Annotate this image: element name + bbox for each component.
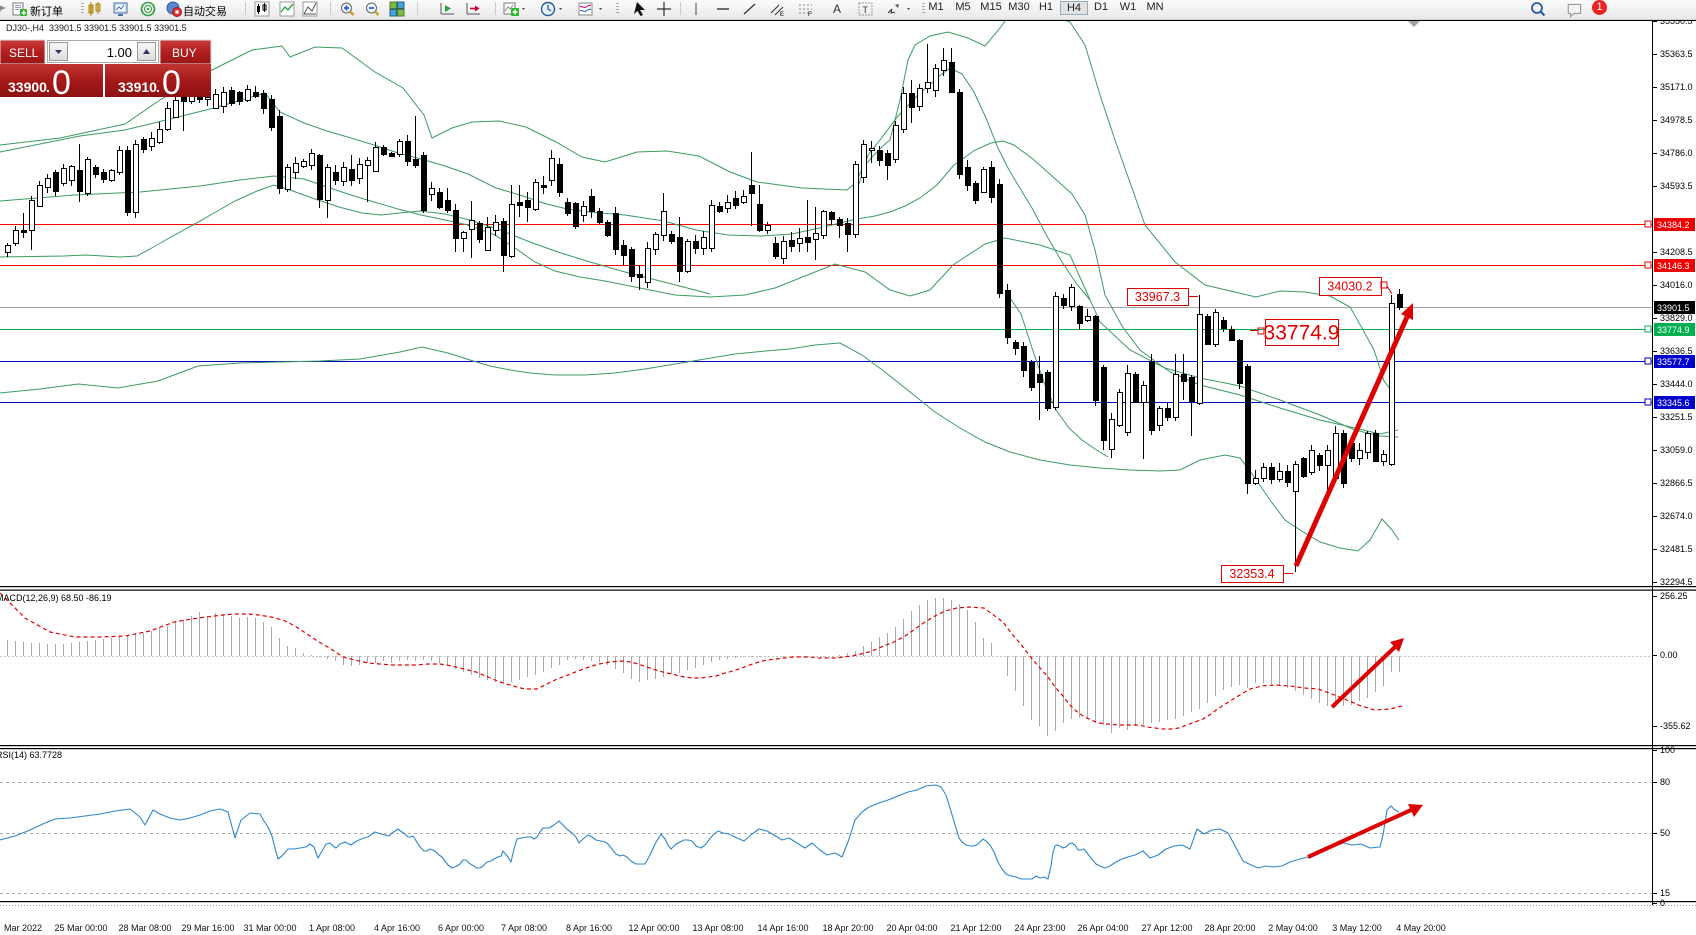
- svg-text:33774.9: 33774.9: [1264, 322, 1340, 345]
- svg-text:0: 0: [1660, 898, 1665, 908]
- svg-text:15: 15: [1660, 888, 1670, 898]
- svg-text:34016.0: 34016.0: [1660, 280, 1693, 290]
- svg-text:.: .: [156, 79, 160, 95]
- svg-text:1.00: 1.00: [107, 45, 132, 60]
- svg-text:0: 0: [52, 64, 71, 102]
- svg-text:MACD(12,26,9) 68.50 -86.19: MACD(12,26,9) 68.50 -86.19: [0, 593, 112, 603]
- svg-text:4 Apr 16:00: 4 Apr 16:00: [374, 923, 420, 933]
- svg-text:RSI(14) 63.7728: RSI(14) 63.7728: [0, 750, 62, 760]
- svg-text:25 Mar 00:00: 25 Mar 00:00: [54, 923, 107, 933]
- svg-text:8 Apr 16:00: 8 Apr 16:00: [566, 923, 612, 933]
- svg-text:20 Apr 04:00: 20 Apr 04:00: [886, 923, 937, 933]
- svg-text:24 Apr 23:00: 24 Apr 23:00: [1014, 923, 1065, 933]
- svg-text:0.00: 0.00: [1660, 650, 1678, 660]
- svg-text:33901.5: 33901.5: [1657, 303, 1690, 313]
- svg-text:33444.0: 33444.0: [1660, 379, 1693, 389]
- svg-text:256.25: 256.25: [1660, 591, 1688, 601]
- svg-text:34593.5: 34593.5: [1660, 181, 1693, 191]
- svg-text:14 Apr 16:00: 14 Apr 16:00: [757, 923, 808, 933]
- svg-text:34208.5: 34208.5: [1660, 247, 1693, 257]
- svg-text:33967.3: 33967.3: [1135, 290, 1180, 304]
- svg-text:T: T: [863, 5, 869, 15]
- svg-text:29 Mar 16:00: 29 Mar 16:00: [181, 923, 234, 933]
- svg-text:1 Apr 08:00: 1 Apr 08:00: [309, 923, 355, 933]
- svg-text:100: 100: [1660, 745, 1675, 755]
- svg-text:F: F: [808, 12, 812, 17]
- svg-text:33910: 33910: [118, 79, 157, 95]
- svg-text:33636.5: 33636.5: [1660, 346, 1693, 356]
- svg-text:32481.5: 32481.5: [1660, 544, 1693, 554]
- svg-text:34030.2: 34030.2: [1327, 280, 1372, 294]
- svg-text:33251.5: 33251.5: [1660, 412, 1693, 422]
- svg-text:-355.62: -355.62: [1660, 721, 1691, 731]
- svg-text:BUY: BUY: [172, 46, 197, 60]
- svg-text:34978.5: 34978.5: [1660, 115, 1693, 125]
- svg-text:33345.6: 33345.6: [1657, 398, 1690, 408]
- svg-text:33900: 33900: [8, 79, 47, 95]
- svg-text:33774.9: 33774.9: [1657, 325, 1690, 335]
- svg-text:DJ30-,H4 33901.5 33901.5 3390: DJ30-,H4 33901.5 33901.5 33901.5 33901.5: [6, 23, 187, 33]
- svg-text:34384.2: 34384.2: [1657, 220, 1690, 230]
- svg-text:32866.5: 32866.5: [1660, 478, 1693, 488]
- svg-text:0: 0: [162, 64, 181, 102]
- svg-text:4 May 20:00: 4 May 20:00: [1396, 923, 1446, 933]
- svg-text:13 Apr 08:00: 13 Apr 08:00: [692, 923, 743, 933]
- svg-text:.: .: [46, 79, 50, 95]
- svg-text:32674.0: 32674.0: [1660, 511, 1693, 521]
- svg-text:E: E: [780, 12, 784, 17]
- svg-text:34146.3: 34146.3: [1657, 261, 1690, 271]
- svg-text:3 May 12:00: 3 May 12:00: [1332, 923, 1382, 933]
- svg-text:35550.5: 35550.5: [1660, 16, 1693, 26]
- svg-text:28 Apr 20:00: 28 Apr 20:00: [1204, 923, 1255, 933]
- svg-text:31 Mar 00:00: 31 Mar 00:00: [243, 923, 296, 933]
- svg-text:6 Apr 00:00: 6 Apr 00:00: [438, 923, 484, 933]
- svg-text:26 Apr 04:00: 26 Apr 04:00: [1077, 923, 1128, 933]
- svg-text:12 Apr 00:00: 12 Apr 00:00: [628, 923, 679, 933]
- svg-text:34786.0: 34786.0: [1660, 148, 1693, 158]
- svg-text:28 Mar 08:00: 28 Mar 08:00: [118, 923, 171, 933]
- svg-text:32353.4: 32353.4: [1229, 567, 1274, 581]
- svg-text:27 Apr 12:00: 27 Apr 12:00: [1141, 923, 1192, 933]
- svg-text:18 Apr 20:00: 18 Apr 20:00: [822, 923, 873, 933]
- svg-text:7 Apr 08:00: 7 Apr 08:00: [501, 923, 547, 933]
- svg-text:Mar 2022: Mar 2022: [4, 923, 42, 933]
- svg-text:33577.7: 33577.7: [1657, 357, 1690, 367]
- svg-text:21 Apr 12:00: 21 Apr 12:00: [950, 923, 1001, 933]
- svg-text:80: 80: [1660, 777, 1670, 787]
- svg-text:32294.5: 32294.5: [1660, 577, 1693, 587]
- svg-text:2 May 04:00: 2 May 04:00: [1268, 923, 1318, 933]
- svg-text:33059.0: 33059.0: [1660, 445, 1693, 455]
- svg-text:50: 50: [1660, 828, 1670, 838]
- svg-text:35363.5: 35363.5: [1660, 49, 1693, 59]
- svg-text:SELL: SELL: [9, 46, 39, 60]
- svg-text:35171.0: 35171.0: [1660, 82, 1693, 92]
- svg-text:33829.0: 33829.0: [1660, 313, 1693, 323]
